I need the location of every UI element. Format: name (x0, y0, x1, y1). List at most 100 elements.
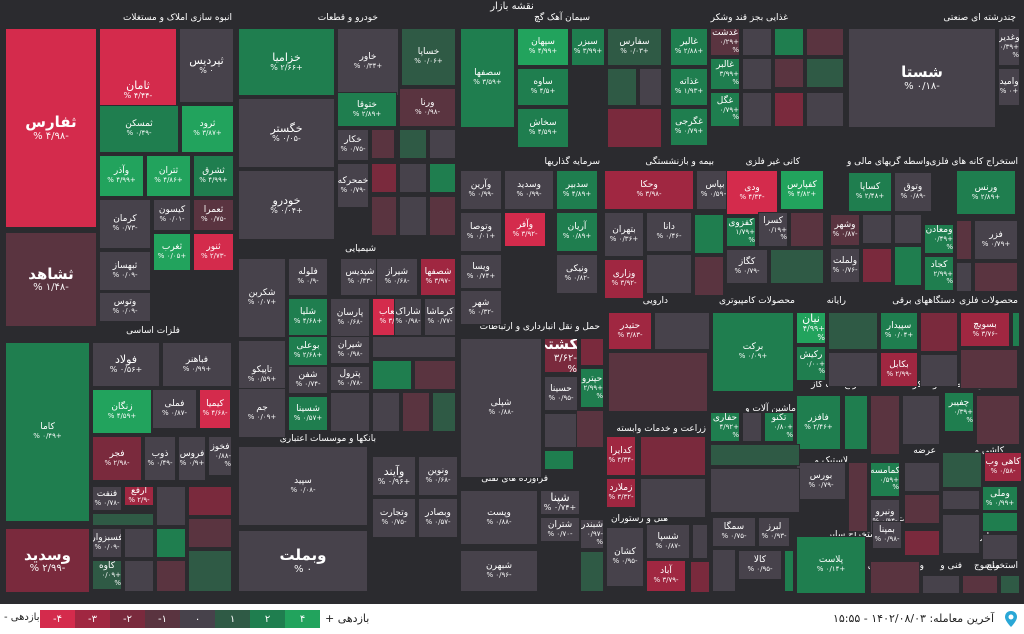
stock-tile[interactable]: ثغرب +۰/۰۵ % (153, 233, 191, 271)
stock-tile-small[interactable] (646, 254, 692, 294)
stock-tile-small[interactable] (774, 58, 804, 88)
stock-tile[interactable]: شیراز -۰/۶۸ % (376, 258, 418, 296)
stock-tile-small[interactable] (608, 352, 708, 412)
stock-tile[interactable]: فخوز -۰/۸۸ % (208, 436, 232, 476)
stock-tile[interactable]: پارسان -۰/۶۸ % (330, 298, 370, 338)
stock-tile[interactable]: جم +۰/۰۹ % (238, 388, 286, 438)
stock-tile[interactable]: ثعمرا -۰/۷۵ % (193, 199, 234, 231)
stock-tile[interactable]: آریان +۰/۸۹ % (556, 212, 598, 252)
stock-tile-small[interactable] (92, 513, 154, 526)
stock-tile-small[interactable] (894, 214, 922, 244)
stock-tile-small[interactable] (848, 462, 868, 532)
stock-tile-small[interactable] (956, 262, 972, 292)
stock-tile[interactable]: کرمان -۰/۷۳ % (99, 199, 151, 249)
stock-tile[interactable]: ثفارس -۴/۹۸ % (5, 28, 97, 228)
stock-tile[interactable]: فافزر +۲/۴۶ % (796, 395, 841, 450)
stock-tile-small[interactable] (371, 196, 397, 236)
stock-tile-small[interactable] (1000, 575, 1020, 594)
stock-tile[interactable]: ثمسکن -۰/۴۹ % (99, 105, 179, 153)
stock-tile[interactable]: بکابل -۲/۹۹ % (880, 352, 918, 387)
stock-tile-small[interactable] (1012, 312, 1020, 347)
stock-tile[interactable]: ساوه +۴/۵ % (517, 68, 569, 106)
stock-tile[interactable]: سپید -۰/۰۸ % (238, 446, 368, 526)
stock-tile[interactable]: کدایرا -۳/۳۴ % (606, 436, 636, 476)
stock-tile[interactable]: سصفها +۳/۵۹ % (460, 28, 515, 128)
stock-tile-small[interactable] (156, 486, 186, 526)
stock-tile[interactable]: سدبیر +۴/۸۹ % (556, 170, 598, 210)
stock-tile[interactable]: ونوین -۰/۶۸ % (418, 456, 458, 496)
stock-tile[interactable]: وتوصا +۰/۰۱ % (460, 212, 502, 252)
stock-tile-small[interactable] (156, 528, 186, 558)
stock-tile[interactable]: شیران -۰/۹۸ % (330, 336, 370, 364)
stock-tile[interactable]: وامید +۰ % (998, 68, 1020, 106)
stock-tile-small[interactable] (806, 28, 844, 56)
stock-tile[interactable]: فملی -۰/۸۷ % (152, 389, 197, 429)
stock-tile[interactable]: خکار -۰/۷۵ % (337, 129, 369, 161)
stock-tile[interactable]: وزاری -۳/۹۲ % (604, 259, 644, 299)
stock-tile[interactable]: شپلی -۰/۸۸ % (460, 338, 542, 478)
stock-tile-small[interactable] (372, 336, 456, 358)
stock-tile[interactable]: کفزوی +۱/۷۹ % (726, 217, 756, 247)
stock-tile[interactable]: شبندر -۰/۹۷ % (580, 519, 604, 549)
stock-tile[interactable]: ارفع -۲/۹ % (124, 486, 154, 506)
stock-tile-small[interactable] (576, 410, 604, 448)
stock-tile-small[interactable] (742, 412, 762, 442)
stock-tile-small[interactable] (429, 163, 456, 193)
stock-tile[interactable]: شهر -۰/۳۲ % (460, 290, 502, 325)
stock-tile-small[interactable] (894, 246, 922, 286)
stock-tile[interactable]: سفارس +۰/۰۳ % (607, 28, 662, 66)
stock-tile[interactable]: کالا -۰/۹۵ % (738, 550, 782, 580)
stock-tile[interactable]: وپست -۰/۸۸ % (460, 490, 538, 545)
stock-tile-small[interactable] (694, 256, 724, 296)
stock-tile-small[interactable] (692, 524, 708, 559)
stock-tile-small[interactable] (640, 436, 706, 476)
stock-tile[interactable]: ثشرق +۴/۹۹ % (193, 155, 234, 197)
stock-tile-small[interactable] (544, 450, 574, 470)
stock-tile-small[interactable] (371, 163, 397, 193)
app-logo-icon[interactable] (1004, 610, 1018, 628)
stock-tile-small[interactable] (828, 312, 878, 350)
stock-tile[interactable]: ولملت -۰/۷۶ % (830, 248, 860, 283)
stock-tile-small[interactable] (690, 561, 710, 593)
stock-tile[interactable]: ورنا -۰/۹۸ % (399, 88, 456, 127)
stock-tile[interactable]: دانا -۰/۴۶ % (646, 212, 692, 252)
stock-tile[interactable]: کاوه +۰/۰۹ % (92, 560, 122, 590)
stock-tile[interactable]: حکشتی-۳/۶۲ % (544, 338, 578, 373)
stock-tile-small[interactable] (870, 561, 920, 594)
stock-tile[interactable]: ثرود +۳/۸۷ % (181, 105, 234, 153)
stock-tile[interactable]: وآرین -۰/۹۹ % (460, 170, 502, 210)
stock-tile-small[interactable] (960, 349, 1018, 389)
stock-tile-small[interactable] (654, 312, 710, 350)
stock-tile[interactable]: کرماشا -۰/۷۷ % (424, 298, 456, 336)
stock-tile[interactable]: فباهنر +۰/۹۹ % (162, 342, 232, 387)
stock-tile[interactable]: خگستر -۰/۰۵ % (238, 98, 335, 168)
stock-tile[interactable]: لبرز -۰/۹۳ % (758, 517, 790, 547)
stock-tile-small[interactable] (956, 220, 972, 260)
stock-tile[interactable]: فجر -۲/۹۸ % (92, 436, 142, 481)
stock-tile-small[interactable] (402, 392, 430, 432)
stock-tile-small[interactable] (188, 550, 232, 592)
stock-tile[interactable]: غگل +۰/۷۹ % (710, 92, 740, 127)
stock-tile[interactable]: ثنور -۲/۷۳ % (193, 233, 234, 271)
stock-tile-small[interactable] (904, 494, 940, 524)
stock-tile[interactable]: غدشت +۰/۲۹ % (710, 28, 740, 56)
stock-tile-small[interactable] (942, 514, 980, 554)
stock-tile[interactable]: فروس +۰/۹ % (178, 436, 206, 481)
stock-tile[interactable]: ونیکی -۰/۸۲ % (556, 254, 598, 294)
stock-tile[interactable]: حسینا -۰/۹۵ % (544, 376, 578, 411)
stock-tile[interactable]: خساپا +۰/۰۶ % (401, 28, 456, 86)
stock-tile-small[interactable] (982, 534, 1018, 560)
stock-tile[interactable]: شسینا +۰/۵۷ % (288, 396, 328, 431)
stock-tile[interactable]: سپیدار +۰/۰۴ % (880, 312, 918, 350)
stock-tile-small[interactable] (962, 575, 998, 594)
stock-tile-small[interactable] (399, 163, 427, 193)
stock-tile-small[interactable] (920, 354, 958, 387)
stock-tile[interactable]: بتهران +۰/۳۶ % (604, 212, 644, 257)
stock-tile[interactable]: ختوقا +۲/۸۹ % (337, 92, 397, 127)
stock-tile[interactable]: شستا -۰/۱۸ % (848, 28, 996, 128)
stock-tile[interactable]: کگاز -۰/۷۹ % (726, 249, 768, 284)
stock-tile[interactable]: فزر +۰/۷۹ % (974, 220, 1018, 260)
stock-tile[interactable]: وغدیر +۰/۳۹ % (998, 28, 1020, 66)
stock-tile[interactable]: وتوق -۰/۸۹ % (894, 172, 932, 212)
stock-tile-small[interactable] (774, 28, 804, 56)
